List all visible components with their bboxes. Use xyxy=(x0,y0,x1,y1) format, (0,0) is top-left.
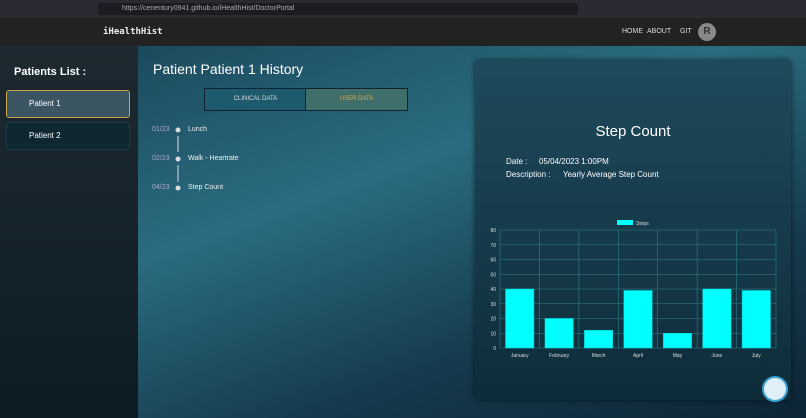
x-tick-label: May xyxy=(673,353,683,359)
bar xyxy=(584,330,614,349)
sidebar-title: Patients List : xyxy=(14,66,87,78)
x-tick-label: June xyxy=(711,353,722,359)
chart: 0 10 20 30 40 50 60 70 80 Steps January February Mar… xyxy=(490,220,777,359)
y-tick-label: 50 xyxy=(490,272,496,278)
timeline-label[interactable]: Step Count xyxy=(188,184,224,191)
x-tick-label: January xyxy=(511,353,529,359)
main-title: Patient Patient 1 History xyxy=(153,61,304,77)
bar xyxy=(702,288,732,349)
patient-button[interactable]: Patient 1 xyxy=(6,90,130,118)
y-tick-label: 10 xyxy=(490,331,496,337)
timeline-label[interactable]: Lunch xyxy=(188,126,208,133)
timeline-date: 01/23 xyxy=(152,126,170,133)
avatar[interactable]: R xyxy=(698,23,716,41)
nav-link[interactable]: ABOUT xyxy=(647,28,672,35)
tab[interactable]: USER DATA xyxy=(305,88,408,111)
y-tick-label: 70 xyxy=(490,243,496,249)
y-tick-label: 60 xyxy=(490,258,496,264)
y-tick-label: 80 xyxy=(490,228,496,234)
y-tick-label: 40 xyxy=(490,287,496,293)
y-tick-label: 30 xyxy=(490,302,496,308)
legend-label: Steps xyxy=(636,221,649,227)
x-tick-label: July xyxy=(752,353,761,359)
navbar xyxy=(0,18,806,46)
y-tick-label: 0 xyxy=(493,346,496,352)
url-bar[interactable]: https://cenentury0941.github.io/iHealthH… xyxy=(98,3,578,15)
timeline-label[interactable]: Walk - Heartrate xyxy=(188,155,239,162)
legend-swatch xyxy=(617,220,633,225)
brand[interactable]: iHealthHist xyxy=(103,27,163,37)
bar xyxy=(544,318,574,349)
panel-title: Step Count xyxy=(595,123,671,140)
description: Yearly Average Step Count xyxy=(563,170,659,179)
nav-link[interactable]: GIT xyxy=(680,28,692,35)
description-label: Description : xyxy=(506,170,551,179)
bar xyxy=(662,333,692,349)
bar xyxy=(741,290,771,349)
chat-bot-button[interactable] xyxy=(762,376,788,402)
x-tick-label: March xyxy=(592,353,606,359)
nav-link[interactable]: HOME xyxy=(622,28,643,35)
timeline-date: 04/23 xyxy=(152,184,170,191)
timeline-date: 02/23 xyxy=(152,155,170,162)
bar xyxy=(505,288,535,349)
x-tick-label: April xyxy=(633,353,643,359)
x-tick-label: February xyxy=(549,353,570,359)
y-tick-label: 20 xyxy=(490,317,496,323)
bar xyxy=(623,290,653,349)
date-label: Date : xyxy=(506,157,528,166)
patient-button[interactable]: Patient 2 xyxy=(6,122,130,150)
date: 05/04/2023 1:00PM xyxy=(539,157,609,166)
